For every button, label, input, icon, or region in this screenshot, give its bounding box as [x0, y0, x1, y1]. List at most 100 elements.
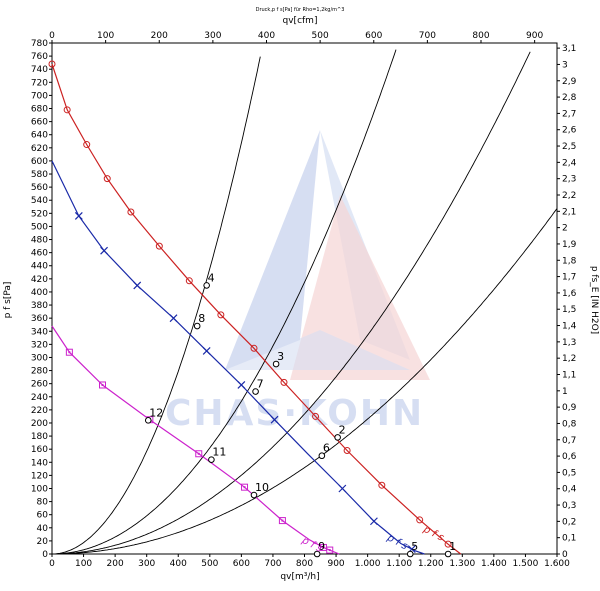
x-marker: [202, 346, 211, 355]
y2-tick-label: 1: [562, 387, 568, 397]
system-curve: [52, 208, 558, 555]
y2-tick-label: 1,9: [562, 240, 577, 250]
operating-point-label: 12: [149, 406, 163, 419]
y-tick-label: 60: [37, 511, 49, 521]
x-tick-label: 800: [296, 559, 313, 569]
y2-tick-label: 1,2: [562, 354, 576, 364]
circle-marker: [444, 540, 452, 548]
y2-tick-label: 1,4: [562, 322, 577, 332]
x2-tick-label: 700: [419, 31, 436, 41]
x2-tick-label: 400: [258, 31, 275, 41]
y2-tick-label: 2,5: [562, 142, 576, 152]
y2-tick-label: 0: [562, 550, 568, 560]
y-tick-label: 140: [31, 458, 48, 468]
y2-tick-label: 2,4: [562, 158, 577, 168]
y-tick-label: 400: [31, 288, 48, 298]
operating-point-label: 5: [411, 540, 418, 553]
y-tick-label: 100: [31, 484, 48, 494]
fan-curve-label-2: p f s: [384, 532, 409, 552]
y2-tick-label: 2,3: [562, 175, 576, 185]
y-tick-label: 240: [31, 393, 48, 403]
y-tick-label: 720: [31, 78, 48, 88]
circle-marker: [155, 242, 163, 250]
operating-point-marker: [144, 417, 152, 424]
operating-point-label: 11: [212, 446, 226, 459]
y2-tick-label: 2,7: [562, 109, 576, 119]
circle-marker: [103, 175, 111, 183]
right-y-axis-title: p fs_E [IN H2O]: [589, 266, 599, 334]
x-marker: [370, 517, 378, 526]
y-tick-label: 560: [31, 183, 48, 193]
y-tick-label: 580: [31, 170, 48, 180]
y-tick-label: 700: [31, 91, 48, 101]
operating-point-label: 4: [208, 271, 215, 284]
circle-marker: [343, 446, 351, 454]
curve-markers: [48, 60, 452, 554]
operating-point-label: 1: [449, 540, 456, 553]
y2-tick-label: 1,8: [562, 256, 577, 266]
x-tick-label: 0: [49, 559, 55, 569]
chart-title: Druck,p f s[Pa] für Rho=1,2kg/m^3: [256, 7, 345, 13]
y2-tick-label: 2,9: [562, 77, 577, 87]
square-marker: [241, 483, 249, 491]
y2-tick-label: 0,3: [562, 501, 576, 511]
y-tick-label: 500: [31, 222, 48, 232]
x-tick-label: 100: [75, 559, 92, 569]
system-curves: [52, 49, 558, 555]
x-marker: [74, 212, 83, 220]
plot-frame: [51, 42, 558, 555]
operating-point-marker: [203, 282, 210, 289]
operating-point-label: 3: [277, 350, 284, 363]
square-marker-dot: [328, 549, 331, 552]
y2-tick-label: 2,1: [562, 207, 576, 217]
axis-ticks: 0 100 200 300 400 500 600 700 800 900 1.000 1.100 1.…: [31, 31, 577, 569]
x2-tick-label: 0: [49, 31, 55, 41]
y-tick-label: 440: [31, 262, 48, 272]
square-marker: [326, 546, 334, 554]
y2-tick-label: 3: [562, 60, 568, 70]
x-tick-label: 1.200: [418, 559, 444, 569]
operating-point-label: 8: [198, 312, 205, 325]
y-tick-label: 740: [31, 65, 48, 75]
y2-tick-label: 1,5: [562, 305, 576, 315]
operating-point-marker: [313, 550, 321, 558]
x2-tick-label: 200: [151, 31, 168, 41]
operating-point-label: 6: [323, 442, 330, 455]
y-tick-label: 460: [31, 249, 48, 259]
y-tick-label: 520: [31, 209, 48, 219]
operating-point-marker: [318, 452, 326, 460]
y2-tick-label: 2,8: [562, 93, 577, 103]
x-axis-title: qv[m³/h]: [280, 572, 319, 582]
y-tick-label: 600: [31, 157, 48, 167]
x2-tick-label: 600: [365, 31, 382, 41]
square-marker: [99, 381, 106, 389]
fan-curve-1: [51, 63, 462, 555]
y-tick-label: 300: [31, 353, 48, 363]
circle-marker: [48, 60, 56, 68]
y-tick-label: 40: [37, 524, 49, 534]
x-tick-label: 700: [264, 559, 281, 569]
y-tick-label: 160: [31, 445, 48, 455]
y-tick-label: 20: [37, 537, 49, 547]
system-curve: [52, 51, 531, 555]
y2-tick-label: 0,2: [562, 517, 576, 527]
x-marker: [270, 415, 279, 424]
x2-tick-label: 300: [204, 31, 221, 41]
square-marker: [278, 517, 286, 525]
y2-tick-label: 3,1: [562, 44, 576, 54]
square-marker-dot: [322, 546, 325, 549]
circle-marker: [185, 277, 193, 285]
x-tick-label: 500: [201, 559, 218, 569]
x2-tick-label: 500: [312, 31, 329, 41]
operating-point-marker: [406, 550, 414, 558]
square-marker-dot: [243, 486, 246, 489]
y-tick-label: 180: [31, 432, 48, 442]
x-marker: [100, 246, 109, 255]
y2-tick-label: 0,8: [562, 419, 577, 429]
y-tick-label: 0: [42, 550, 48, 560]
y-tick-label: 380: [31, 301, 48, 311]
x-tick-label: 1.400: [481, 559, 507, 569]
x2-tick-label: 800: [472, 31, 489, 41]
x2-tick-label: 100: [97, 31, 114, 41]
